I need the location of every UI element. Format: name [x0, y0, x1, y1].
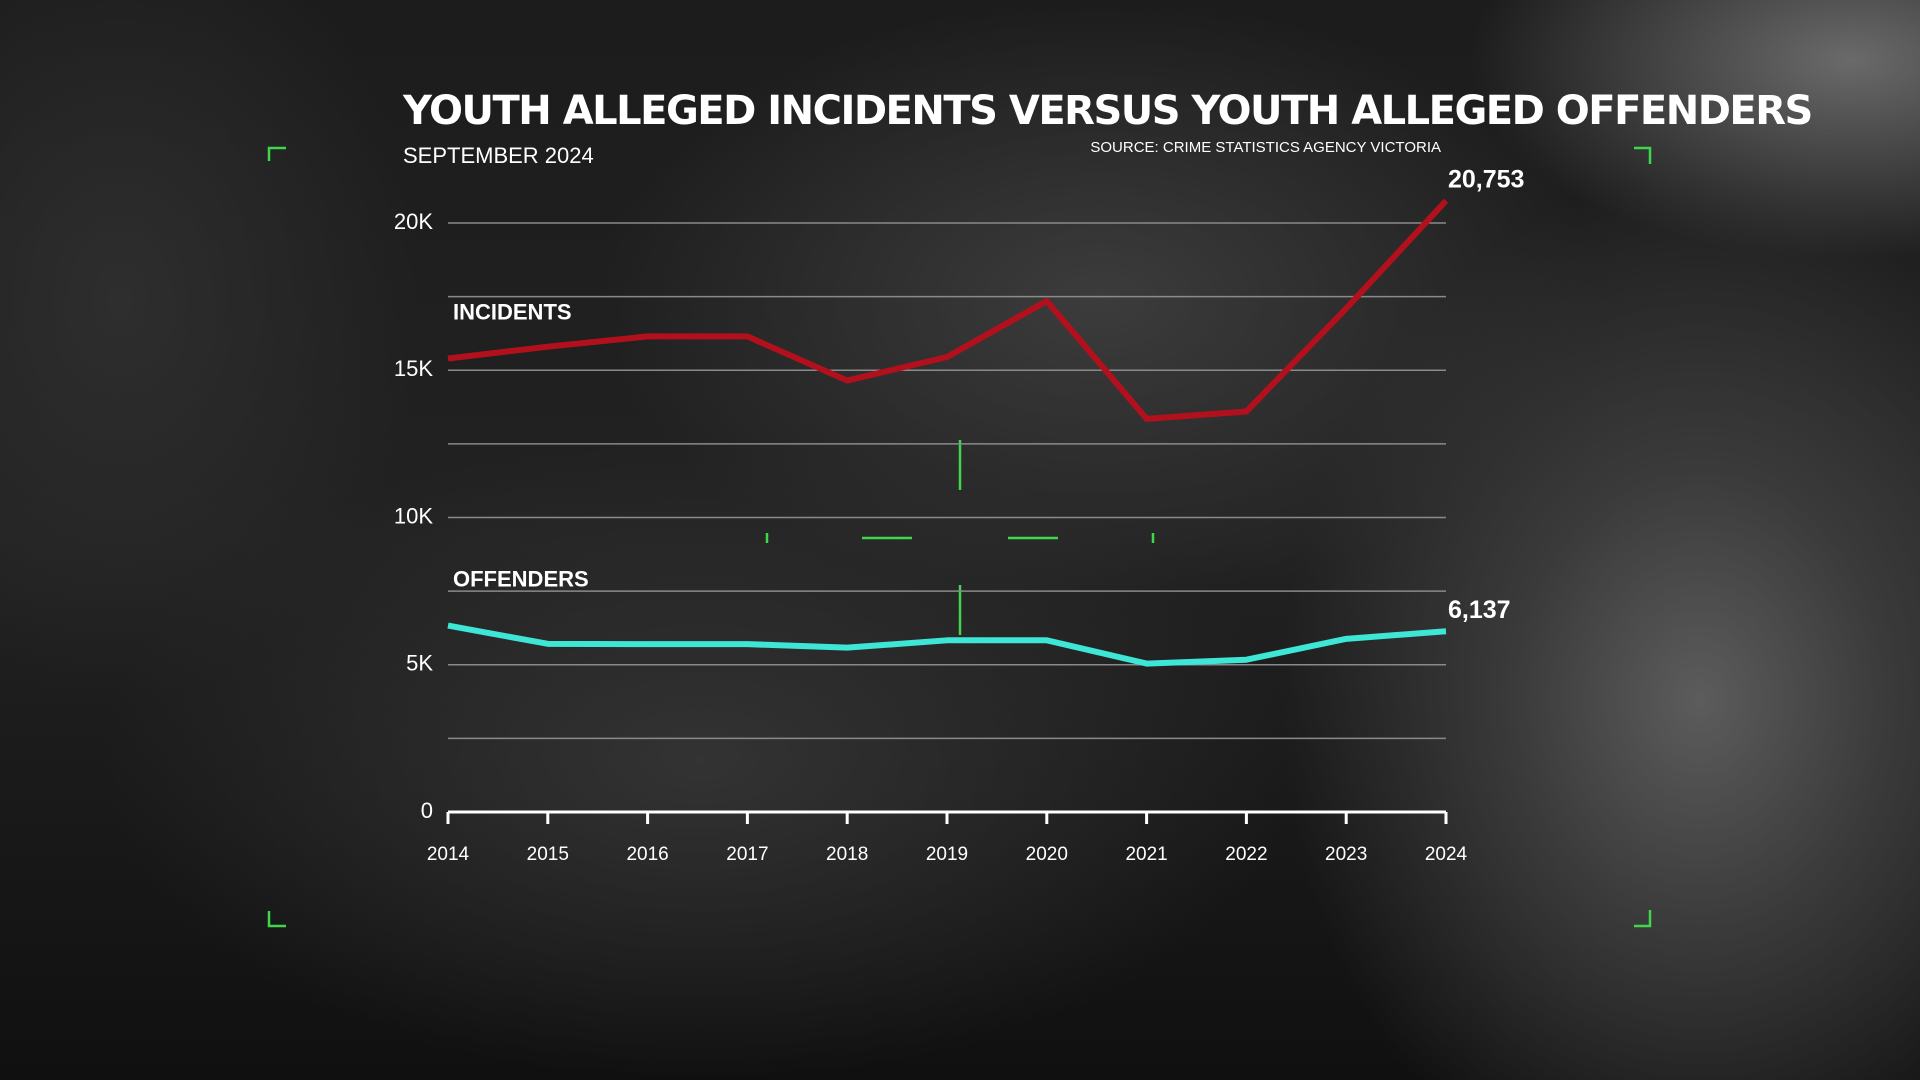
- x-tick-label: 2019: [926, 844, 968, 865]
- y-tick-label: 0: [421, 798, 433, 823]
- x-tick-label: 2023: [1325, 844, 1367, 865]
- corner: [267, 911, 286, 928]
- value-label: 20,753: [1448, 165, 1524, 193]
- x-tick-label: 2021: [1125, 844, 1167, 865]
- series-label: OFFENDERS: [453, 566, 589, 591]
- x-tick-label: 2017: [726, 844, 768, 865]
- x-tick-label: 2016: [626, 844, 668, 865]
- series-line: [447, 198, 1449, 422]
- x-tick-label: 2018: [826, 844, 868, 865]
- x-tick-label: 2014: [427, 844, 470, 865]
- chart-title: YOUTH ALLEGED INCIDENTS VERSUS YOUTH ALL…: [402, 88, 1812, 134]
- y-tick-label: 5K: [406, 651, 433, 676]
- series-line: [447, 622, 1447, 667]
- x-tick-label: 2022: [1225, 844, 1267, 865]
- corner: [1634, 910, 1652, 928]
- crosshair: [765, 440, 1155, 635]
- viewfinder: [267, 146, 1652, 928]
- y-tick-label: 20K: [394, 209, 433, 234]
- source: SOURCE: CRIME STATISTICS AGENCY VICTORIA: [1090, 139, 1441, 156]
- corner: [1634, 146, 1652, 164]
- x-tick-label: 2024: [1425, 844, 1468, 865]
- corner: [267, 146, 286, 161]
- chart-subtitle: SEPTEMBER 2024: [403, 143, 594, 168]
- y-tick-label: 15K: [394, 356, 433, 381]
- value-label: 6,137: [1448, 596, 1511, 624]
- series-label: INCIDENTS: [453, 299, 572, 324]
- x-tick-label: 2015: [527, 844, 569, 865]
- x-tick-label: 2020: [1026, 844, 1068, 865]
- y-tick-label: 10K: [394, 503, 433, 528]
